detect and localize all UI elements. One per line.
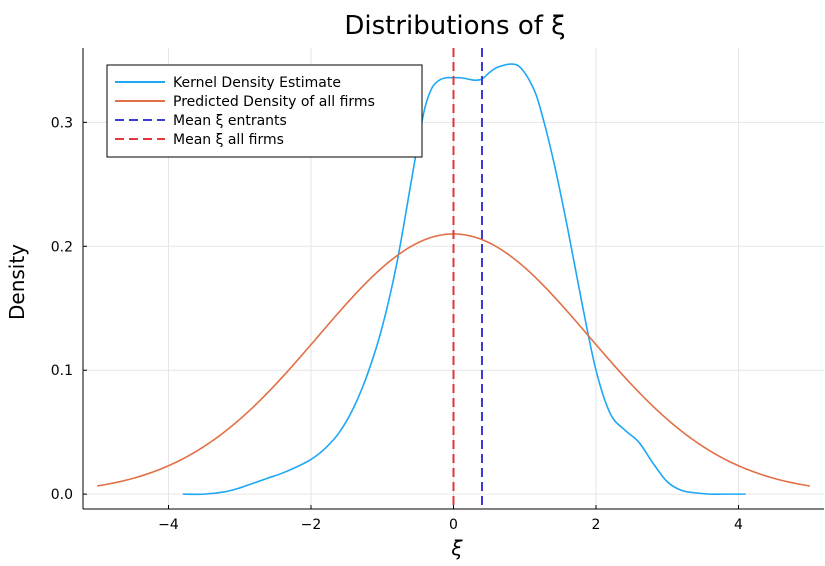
legend-mean-all-firms-label: Mean ξ all firms [173, 132, 284, 148]
y-tick-label: 0.1 [51, 363, 73, 379]
legend-box [106, 64, 423, 158]
x-tick-label: 4 [734, 517, 743, 533]
x-tick-label: 0 [449, 517, 458, 533]
x-axis-label: ξ [450, 536, 463, 560]
x-tick-label: −2 [301, 517, 322, 533]
y-axis-label: Density [5, 244, 29, 320]
y-tick-label: 0.3 [51, 115, 73, 131]
x-tick-label: −4 [158, 517, 179, 533]
legend-kde-label: Kernel Density Estimate [173, 75, 341, 91]
kde-series-line [182, 63, 746, 496]
legend: Kernel Density Estimate Predicted Density… [106, 64, 423, 158]
chart-title: Distributions of ξ [344, 11, 565, 41]
series-layer [97, 48, 810, 509]
x-tick-label: 2 [592, 517, 601, 533]
legend-predicted-density-label: Predicted Density of all firms [173, 94, 375, 110]
y-tick-label: 0.0 [51, 487, 73, 503]
y-tick-label: 0.2 [51, 239, 73, 255]
legend-mean-entrants-label: Mean ξ entrants [173, 113, 287, 129]
axes: −4 −2 0 2 4 0.0 0.1 0.2 0.3 [51, 48, 824, 533]
